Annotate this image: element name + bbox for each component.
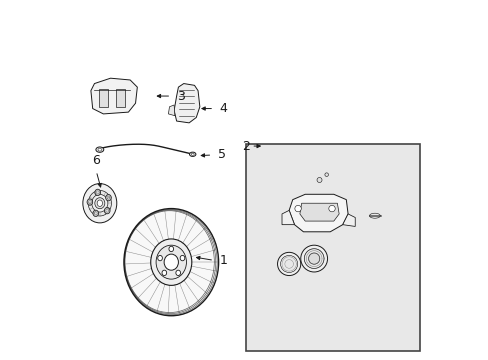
Ellipse shape — [191, 153, 194, 156]
Ellipse shape — [324, 173, 328, 176]
Polygon shape — [288, 194, 347, 232]
Ellipse shape — [308, 253, 319, 264]
Ellipse shape — [88, 190, 111, 216]
Ellipse shape — [277, 252, 300, 275]
Ellipse shape — [189, 152, 196, 157]
Ellipse shape — [180, 255, 184, 261]
Ellipse shape — [95, 189, 101, 195]
Ellipse shape — [369, 213, 380, 218]
Ellipse shape — [280, 255, 297, 273]
Ellipse shape — [328, 205, 335, 212]
Polygon shape — [174, 84, 200, 123]
Ellipse shape — [82, 184, 117, 223]
Ellipse shape — [150, 239, 191, 285]
Ellipse shape — [164, 254, 178, 270]
Polygon shape — [282, 210, 294, 225]
Ellipse shape — [176, 270, 180, 275]
Bar — [116, 89, 124, 107]
Ellipse shape — [98, 148, 102, 151]
Ellipse shape — [162, 270, 166, 275]
Ellipse shape — [97, 200, 102, 206]
Bar — [99, 89, 107, 107]
Ellipse shape — [95, 198, 104, 209]
Ellipse shape — [93, 210, 99, 217]
Ellipse shape — [158, 255, 162, 261]
Ellipse shape — [87, 199, 93, 205]
Polygon shape — [168, 105, 175, 116]
Polygon shape — [299, 203, 339, 221]
Ellipse shape — [300, 245, 327, 272]
Ellipse shape — [104, 207, 110, 214]
Text: 2: 2 — [241, 140, 249, 153]
Ellipse shape — [168, 246, 173, 252]
Ellipse shape — [96, 147, 103, 152]
Text: 4: 4 — [219, 102, 227, 115]
Ellipse shape — [316, 177, 322, 183]
Ellipse shape — [123, 208, 218, 316]
Ellipse shape — [294, 205, 301, 212]
Text: 1: 1 — [219, 254, 227, 267]
Polygon shape — [342, 214, 354, 226]
Text: 6: 6 — [92, 154, 100, 167]
Ellipse shape — [105, 194, 111, 201]
Ellipse shape — [304, 249, 324, 269]
Ellipse shape — [92, 194, 108, 212]
Text: 3: 3 — [176, 90, 184, 103]
Ellipse shape — [156, 245, 186, 279]
Text: 5: 5 — [217, 148, 225, 162]
Polygon shape — [91, 78, 137, 114]
Bar — [246, 144, 419, 351]
